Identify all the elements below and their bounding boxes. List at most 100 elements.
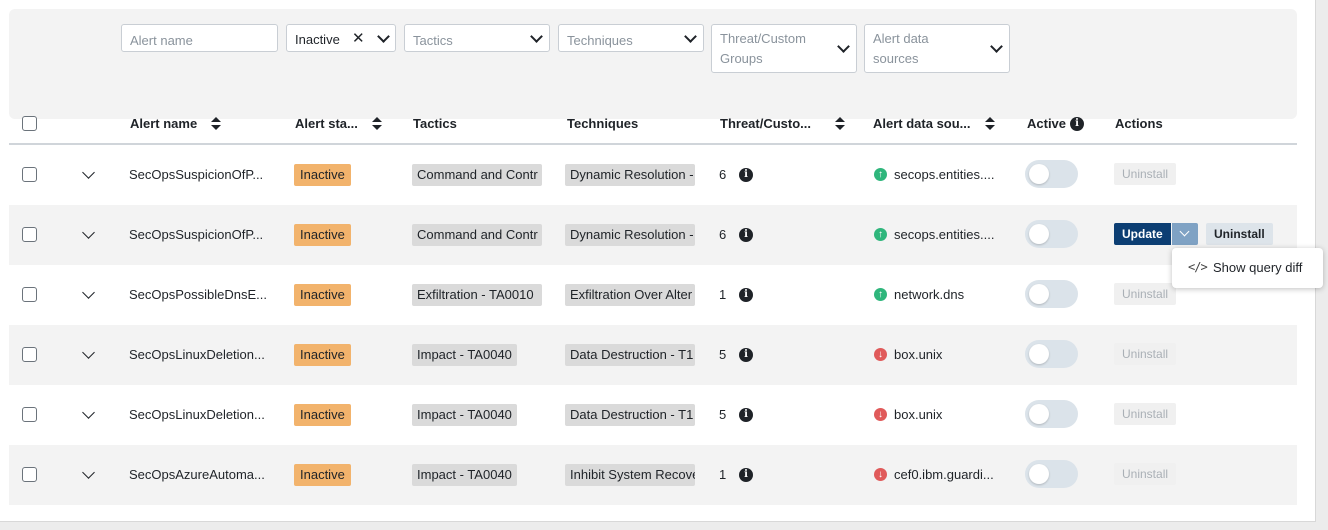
data-source: secops.entities.... (894, 167, 995, 182)
techniques-filter[interactable]: Techniques (558, 24, 704, 52)
uninstall-button[interactable]: Uninstall (1206, 223, 1273, 245)
sort-icon[interactable] (372, 117, 382, 131)
row-checkbox[interactable] (22, 467, 37, 482)
status-badge: Inactive (294, 284, 351, 306)
status-badge: Inactive (294, 344, 351, 366)
status-filter[interactable]: Inactive ✕ (286, 24, 396, 52)
info-icon[interactable]: i (1070, 117, 1084, 131)
expand-chevron-icon[interactable] (82, 286, 95, 299)
info-icon[interactable]: i (739, 468, 753, 482)
tactics-filter[interactable]: Tactics (404, 24, 550, 52)
row-checkbox[interactable] (22, 227, 37, 242)
uninstall-button[interactable]: Uninstall (1114, 163, 1177, 185)
clear-icon[interactable]: ✕ (352, 30, 365, 47)
tactics-filter-placeholder: Tactics (413, 33, 453, 48)
col-tactics: Tactics (413, 116, 457, 131)
arrow-down-icon: ↓ (874, 468, 887, 481)
sources-filter-placeholder-line1: Alert data (873, 31, 929, 46)
update-button[interactable]: Update (1114, 223, 1171, 245)
col-alert-status[interactable]: Alert sta... (295, 116, 358, 131)
tactic-chip: Impact - TA0040 (412, 404, 517, 426)
row-checkbox[interactable] (22, 167, 37, 182)
expand-chevron-icon[interactable] (82, 346, 95, 359)
status-badge: Inactive (294, 224, 351, 246)
info-icon[interactable]: i (739, 228, 753, 242)
chevron-down-icon (837, 40, 850, 53)
active-toggle[interactable] (1025, 400, 1078, 428)
alert-name-filter[interactable]: Alert name (121, 24, 278, 52)
alert-name[interactable]: SecOpsAzureAutoma... (129, 467, 265, 482)
table-header: Alert name Alert sta... Tactics Techniqu… (9, 104, 1297, 144)
tactic-chip: Impact - TA0040 (412, 344, 517, 366)
alert-name[interactable]: SecOpsPossibleDnsE... (129, 287, 268, 302)
col-data-sources: Alert data sou... (873, 116, 971, 131)
active-toggle[interactable] (1025, 220, 1078, 248)
threat-filter-placeholder-line2: Groups (720, 51, 763, 66)
technique-chip: Inhibit System Recove (565, 464, 695, 486)
info-icon[interactable]: i (739, 288, 753, 302)
status-filter-value: Inactive (295, 32, 340, 47)
chevron-down-icon (684, 30, 697, 43)
tactic-chip: Exfiltration - TA0010 (412, 284, 542, 306)
row-checkbox[interactable] (22, 287, 37, 302)
active-toggle[interactable] (1025, 160, 1078, 188)
col-threat: Threat/Custo... (720, 116, 812, 131)
threat-groups-filter[interactable]: Threat/Custom Groups (711, 24, 857, 73)
info-icon[interactable]: i (739, 408, 753, 422)
table-row: SecOpsLinuxDeletion... Inactive Impact -… (9, 385, 1297, 445)
expand-chevron-icon[interactable] (82, 166, 95, 179)
arrow-up-icon: ↑ (874, 228, 887, 241)
data-source: box.unix (894, 347, 943, 362)
uninstall-button[interactable]: Uninstall (1114, 343, 1177, 365)
threat-filter-placeholder-line1: Threat/Custom (720, 31, 806, 46)
uninstall-button[interactable]: Uninstall (1114, 403, 1177, 425)
update-dropdown-menu: </> Show query diff (1172, 248, 1323, 288)
active-toggle[interactable] (1025, 460, 1078, 488)
active-toggle[interactable] (1025, 280, 1078, 308)
sort-icon[interactable] (985, 117, 995, 131)
alert-name[interactable]: SecOpsLinuxDeletion... (129, 347, 265, 362)
expand-chevron-icon[interactable] (82, 406, 95, 419)
info-icon[interactable]: i (739, 348, 753, 362)
threat-count: 6 (719, 167, 727, 182)
table-row: SecOpsSuspicionOfP... Inactive Command a… (9, 145, 1297, 205)
update-dropdown-button[interactable] (1172, 223, 1198, 245)
show-query-diff-item[interactable]: Show query diff (1213, 260, 1303, 275)
sort-icon[interactable] (211, 117, 221, 131)
arrow-down-icon: ↓ (874, 408, 887, 421)
col-alert-name[interactable]: Alert name (130, 116, 198, 131)
expand-chevron-icon[interactable] (82, 466, 95, 479)
technique-chip: Data Destruction - T1 (565, 344, 695, 366)
tactic-chip: Command and Contr (412, 164, 542, 186)
alert-name[interactable]: SecOpsSuspicionOfP... (129, 167, 264, 182)
select-all-checkbox[interactable] (22, 116, 37, 131)
chevron-down-icon[interactable] (377, 30, 390, 43)
status-badge: Inactive (294, 164, 351, 186)
status-badge: Inactive (294, 404, 351, 426)
code-icon: </> (1188, 260, 1208, 274)
data-source: cef0.ibm.guardi... (894, 467, 994, 482)
threat-count: 5 (719, 407, 727, 422)
row-checkbox[interactable] (22, 347, 37, 362)
uninstall-button[interactable]: Uninstall (1114, 283, 1177, 305)
threat-count: 6 (719, 227, 727, 242)
table-row: SecOpsAzureAutoma... Inactive Impact - T… (9, 445, 1297, 505)
arrow-up-icon: ↑ (874, 288, 887, 301)
data-source: secops.entities.... (894, 227, 995, 242)
techniques-filter-placeholder: Techniques (567, 33, 633, 48)
active-toggle[interactable] (1025, 340, 1078, 368)
expand-chevron-icon[interactable] (82, 226, 95, 239)
data-sources-filter[interactable]: Alert data sources (864, 24, 1010, 73)
data-source: box.unix (894, 407, 943, 422)
row-checkbox[interactable] (22, 407, 37, 422)
info-icon[interactable]: i (739, 168, 753, 182)
status-badge: Inactive (294, 464, 351, 486)
filter-bar: Alert name Inactive ✕ Tactics Techniques… (9, 9, 1297, 119)
alert-name[interactable]: SecOpsLinuxDeletion... (129, 407, 265, 422)
col-active: Active (1027, 116, 1067, 131)
technique-chip: Data Destruction - T1 (565, 404, 695, 426)
sort-icon[interactable] (835, 117, 845, 131)
tactic-chip: Command and Contr (412, 224, 542, 246)
uninstall-button[interactable]: Uninstall (1114, 463, 1177, 485)
alert-name[interactable]: SecOpsSuspicionOfP... (129, 227, 264, 242)
